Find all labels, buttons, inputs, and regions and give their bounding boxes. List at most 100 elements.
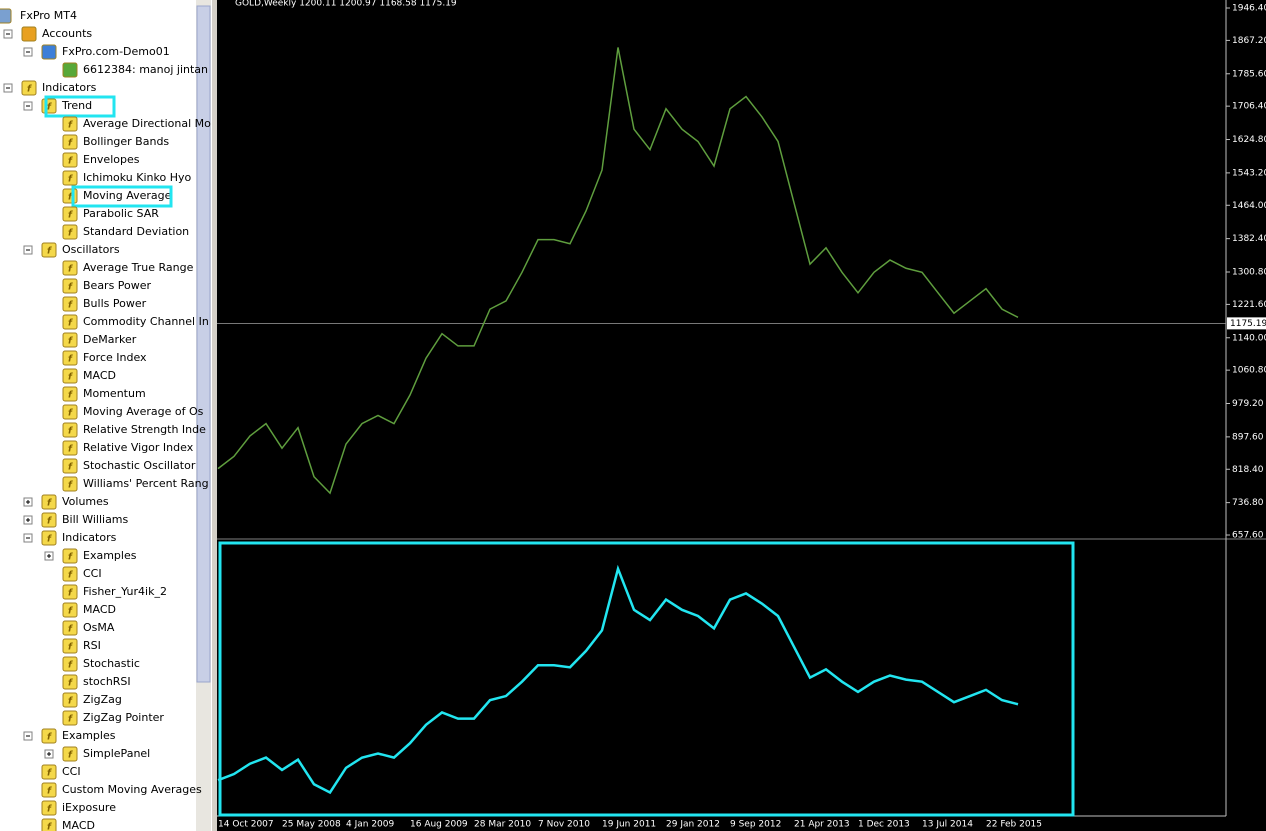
y-tick-label: 1543.20 [1232, 168, 1266, 178]
tree-label[interactable]: Examples [62, 729, 116, 742]
tree-icon-glyph: f [68, 373, 73, 383]
tree-label[interactable]: Momentum [83, 387, 146, 400]
tree-icon-glyph: f [68, 715, 73, 725]
tree-label[interactable]: MACD [83, 603, 116, 616]
y-tick-label: 979.20 [1232, 399, 1264, 409]
tree-icon [41, 44, 57, 60]
tree-icon-glyph: f [68, 643, 73, 653]
tree-label[interactable]: Bollinger Bands [83, 135, 169, 148]
tree-label[interactable]: Examples [83, 549, 137, 562]
tree-icon [62, 260, 78, 276]
tree-label[interactable]: RSI [83, 639, 101, 652]
tree-icon [62, 278, 78, 294]
tree-icon [41, 512, 57, 528]
y-tick-label: 1382.40 [1232, 234, 1266, 244]
tree-label[interactable]: Stochastic Oscillator [83, 459, 196, 472]
tree-label[interactable]: OsMA [83, 621, 115, 634]
tree-icon-glyph: f [68, 427, 73, 437]
navigator-panel [0, 0, 212, 831]
x-tick-label: 25 May 2008 [282, 820, 341, 830]
tree-label[interactable]: SimplePanel [83, 747, 150, 760]
tree-label[interactable]: iExposure [62, 801, 116, 814]
y-tick-label: 1946.40 [1232, 4, 1266, 14]
tree-icon-glyph: f [47, 247, 52, 257]
current-price-label: 1175.19 [1230, 319, 1266, 329]
tree-icon [41, 800, 57, 816]
tree-label[interactable]: MACD [62, 819, 95, 831]
tree-label[interactable]: Indicators [42, 81, 97, 94]
current-price-box [1227, 317, 1266, 330]
tree-label[interactable]: CCI [83, 567, 102, 580]
tree-label[interactable]: Envelopes [83, 153, 140, 166]
tree-icon [62, 206, 78, 222]
tree-icon [62, 404, 78, 420]
tree-icon [62, 170, 78, 186]
tree-icon-glyph: f [68, 553, 73, 563]
tree-label[interactable]: Commodity Channel In [83, 315, 209, 328]
tree-label[interactable]: Relative Strength Inde [83, 423, 206, 436]
tree-label[interactable]: Standard Deviation [83, 225, 189, 238]
tree-icon-glyph: f [68, 337, 73, 347]
tree-label[interactable]: Bill Williams [62, 513, 129, 526]
y-tick-label: 657.60 [1232, 531, 1264, 541]
tree-icon-glyph: f [68, 697, 73, 707]
x-tick-label: 19 Jun 2011 [602, 820, 656, 830]
tree-label[interactable]: stochRSI [83, 675, 131, 688]
scroll-thumb[interactable] [196, 5, 211, 683]
tree-icon-glyph: f [68, 625, 73, 635]
tree-icon-glyph: f [68, 139, 73, 149]
tree-label[interactable]: Bears Power [83, 279, 152, 292]
price-line [217, 47, 1019, 495]
tree-label[interactable]: Trend [61, 99, 92, 112]
tree-label[interactable]: DeMarker [83, 333, 137, 346]
tree-icon-glyph: f [68, 463, 73, 473]
tree-label[interactable]: MACD [83, 369, 116, 382]
tree-label[interactable]: CCI [62, 765, 81, 778]
tree-icon [62, 584, 78, 600]
tree-icon-glyph: f [68, 193, 73, 203]
y-tick-label: 1785.60 [1232, 69, 1266, 79]
tree-icon-glyph: f [47, 517, 52, 527]
tree-icon [62, 710, 78, 726]
tree-label[interactable]: Average True Range [83, 261, 194, 274]
tree-label[interactable]: Custom Moving Averages [62, 783, 202, 796]
tree-label[interactable]: ZigZag Pointer [83, 711, 164, 724]
tree-icon-glyph: f [47, 805, 52, 815]
tree-label[interactable]: Fisher_Yur4ik_2 [83, 585, 167, 598]
tree-label[interactable]: Parabolic SAR [83, 207, 159, 220]
tree-icon-glyph: f [68, 283, 73, 293]
tree-icon-glyph: f [68, 301, 73, 311]
tree-label[interactable]: Relative Vigor Index [83, 441, 194, 454]
tree-label[interactable]: Force Index [83, 351, 147, 364]
tree-icon [62, 422, 78, 438]
tree-label[interactable]: Moving Average of Os [83, 405, 204, 418]
tree-label[interactable]: Stochastic [83, 657, 140, 670]
tree-label[interactable]: FxPro.com-Demo01 [62, 45, 170, 58]
tree-label[interactable]: Volumes [62, 495, 109, 508]
tree-icon-glyph: f [47, 823, 52, 831]
tree-icon [62, 674, 78, 690]
tree-label[interactable]: ZigZag [83, 693, 122, 706]
tree-label[interactable]: FxPro MT4 [20, 9, 77, 22]
tree-label[interactable]: Oscillators [62, 243, 120, 256]
tree-icon [41, 818, 57, 831]
splitter [212, 0, 217, 831]
tree-label[interactable]: Bulls Power [83, 297, 147, 310]
tree-label[interactable]: Moving Average [83, 189, 172, 202]
x-tick-label: 13 Jul 2014 [922, 820, 973, 830]
tree-icon [41, 782, 57, 798]
tree-label[interactable]: Indicators [62, 531, 117, 544]
tree-label[interactable]: Average Directional Mo [83, 117, 211, 130]
tree-label[interactable]: Williams' Percent Rang [83, 477, 209, 490]
tree-icon-glyph: f [68, 409, 73, 419]
tree-icon [62, 656, 78, 672]
tree-icon [62, 332, 78, 348]
tree-icon [62, 350, 78, 366]
tree-label[interactable]: Ichimoku Kinko Hyo [83, 171, 191, 184]
tree-icon-glyph: f [68, 589, 73, 599]
tree-label[interactable]: 6612384: manoj jintan [83, 63, 208, 76]
tree-label[interactable]: Accounts [42, 27, 92, 40]
tree-icon [41, 242, 57, 258]
tree-icon-glyph: f [68, 319, 73, 329]
